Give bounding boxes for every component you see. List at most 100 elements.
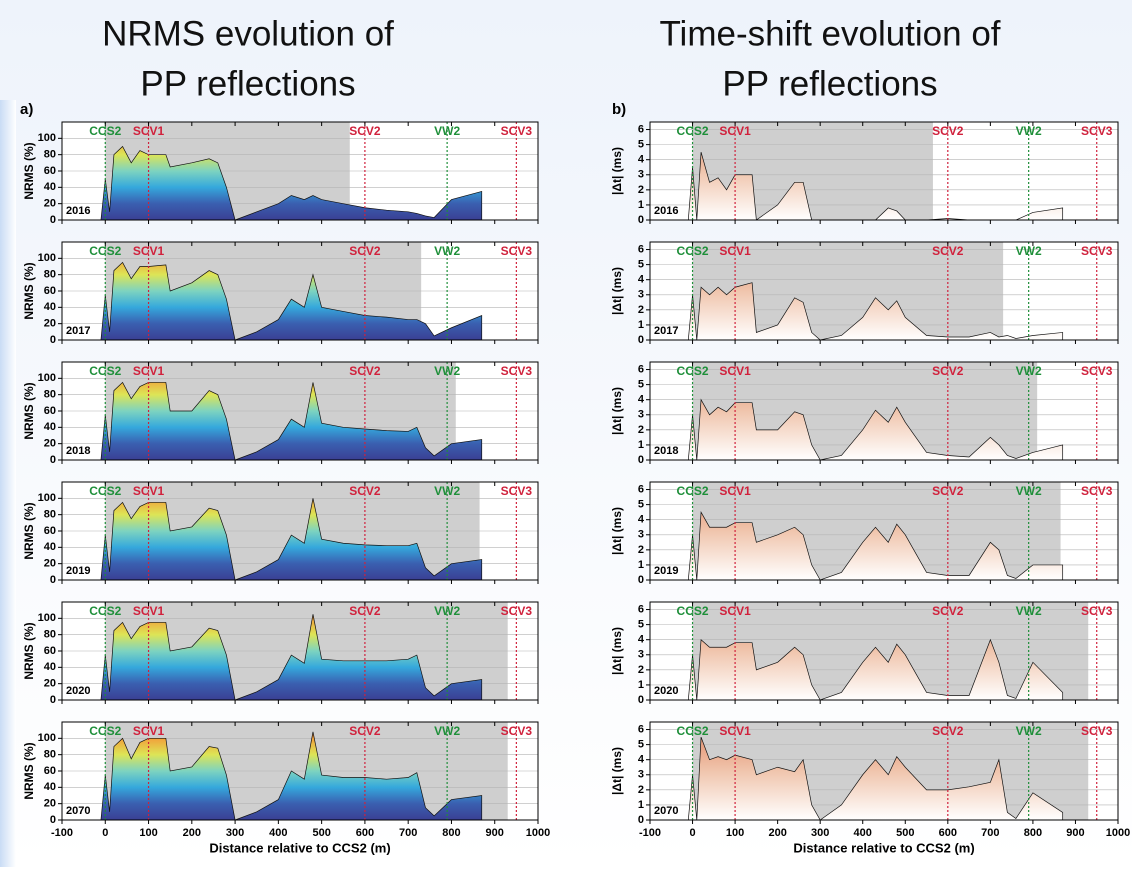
well-label: SCV2 [932, 364, 964, 378]
y-axis-label: |Δt| (ms) [610, 747, 624, 795]
y-tick-label: 2 [638, 184, 644, 196]
well-label: SCV3 [501, 724, 533, 738]
well-label: CCS2 [89, 244, 121, 258]
y-tick-label: 20 [44, 798, 56, 810]
x-tick-label: 400 [269, 827, 287, 839]
y-tick-label: 20 [44, 318, 56, 330]
y-tick-label: 0 [638, 334, 644, 346]
y-tick-label: 3 [638, 769, 644, 781]
year-label: 2019 [654, 565, 678, 577]
y-tick-label: 80 [44, 629, 56, 641]
well-label: VW2 [434, 604, 460, 618]
y-tick-label: 5 [638, 139, 644, 151]
y-tick-label: 1 [638, 319, 644, 331]
y-tick-label: 6 [638, 363, 644, 375]
year-label: 2018 [66, 445, 90, 457]
well-label: SCV1 [719, 244, 751, 258]
well-label: SCV3 [1081, 724, 1113, 738]
x-tick-label: 600 [939, 827, 957, 839]
plot-frame [649, 361, 1119, 461]
plot-frame [61, 601, 539, 701]
year-label: 2020 [654, 685, 678, 697]
y-axis-label: NRMS (%) [22, 262, 36, 319]
x-tick-label: 800 [442, 827, 460, 839]
y-axis-label: |Δt| (ms) [610, 627, 624, 675]
well-label: SCV1 [719, 604, 751, 618]
well-label: SCV2 [349, 244, 381, 258]
x-tick-label: 800 [1024, 827, 1042, 839]
well-label: SCV2 [932, 484, 964, 498]
well-label: VW2 [1016, 364, 1042, 378]
y-tick-label: 60 [44, 285, 56, 297]
plot-frame [649, 721, 1119, 821]
y-tick-label: 5 [638, 379, 644, 391]
x-tick-label: 600 [356, 827, 374, 839]
y-tick-label: 100 [38, 132, 56, 144]
plot-frame [61, 361, 539, 461]
panel-label: b) [612, 101, 626, 118]
y-axis-label: |Δt| (ms) [610, 147, 624, 195]
well-label: CCS2 [677, 364, 709, 378]
well-label: SCV1 [133, 364, 165, 378]
x-tick-label: 700 [399, 827, 417, 839]
x-tick-label: 200 [183, 827, 201, 839]
y-axis-label: NRMS (%) [22, 742, 36, 799]
y-tick-label: 0 [50, 694, 56, 706]
y-tick-label: 3 [638, 649, 644, 661]
y-axis-label: |Δt| (ms) [610, 267, 624, 315]
well-label: CCS2 [677, 484, 709, 498]
y-tick-label: 4 [638, 274, 645, 286]
y-tick-label: 0 [50, 334, 56, 346]
well-label: SCV1 [133, 604, 165, 618]
well-label: CCS2 [89, 604, 121, 618]
well-label: SCV3 [1081, 364, 1113, 378]
well-label: VW2 [1016, 724, 1042, 738]
well-label: SCV3 [501, 124, 533, 138]
x-tick-label: 400 [854, 827, 872, 839]
well-label: SCV3 [501, 364, 533, 378]
y-tick-label: 6 [638, 483, 644, 495]
y-tick-label: 0 [50, 454, 56, 466]
area [100, 498, 483, 581]
y-tick-label: 100 [38, 612, 56, 624]
panel-label: a) [20, 101, 33, 118]
y-axis-label: NRMS (%) [22, 622, 36, 679]
y-tick-label: 0 [638, 214, 644, 226]
y-tick-label: 2 [638, 784, 644, 796]
y-tick-label: 80 [44, 749, 56, 761]
y-tick-label: 6 [638, 123, 644, 135]
well-label: CCS2 [89, 484, 121, 498]
well-label: CCS2 [89, 364, 121, 378]
well-label: VW2 [1016, 124, 1042, 138]
y-axis-label: |Δt| (ms) [610, 387, 624, 435]
y-tick-label: 100 [38, 732, 56, 744]
x-tick-label: 900 [1066, 827, 1084, 839]
well-label: CCS2 [677, 124, 709, 138]
side-band [0, 100, 16, 867]
x-tick-label: 700 [981, 827, 999, 839]
well-label: SCV1 [133, 124, 165, 138]
area [687, 398, 1064, 461]
x-tick-label: -100 [51, 827, 73, 839]
well-label: VW2 [434, 724, 460, 738]
y-tick-label: 5 [638, 739, 644, 751]
x-tick-label: 300 [226, 827, 244, 839]
x-tick-label: 200 [768, 827, 786, 839]
well-label: CCS2 [89, 124, 121, 138]
well-label: SCV2 [349, 604, 381, 618]
well-label: CCS2 [677, 604, 709, 618]
well-label: CCS2 [677, 244, 709, 258]
y-tick-label: 4 [638, 394, 645, 406]
year-label: 2016 [654, 205, 678, 217]
y-tick-label: 2 [638, 424, 644, 436]
well-label: SCV2 [932, 604, 964, 618]
y-tick-label: 4 [638, 154, 645, 166]
well-label: SCV1 [719, 484, 751, 498]
plot-frame [61, 121, 539, 221]
y-tick-label: 1 [638, 439, 644, 451]
well-label: SCV2 [932, 724, 964, 738]
y-tick-label: 0 [50, 574, 56, 586]
y-tick-label: 40 [44, 421, 56, 433]
